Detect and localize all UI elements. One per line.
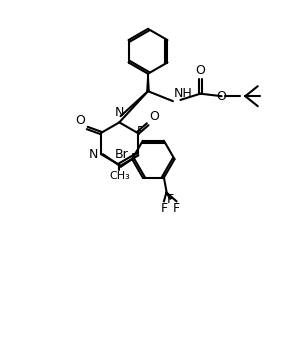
Text: O: O: [217, 90, 226, 103]
Polygon shape: [147, 74, 149, 91]
Text: O: O: [149, 110, 159, 123]
Text: Br: Br: [115, 148, 129, 161]
Text: F: F: [137, 125, 144, 138]
Text: N: N: [115, 106, 124, 119]
Text: F: F: [173, 202, 180, 215]
Text: NH: NH: [174, 87, 193, 100]
Text: O: O: [75, 114, 85, 127]
Text: O: O: [195, 64, 205, 77]
Text: CH₃: CH₃: [109, 171, 130, 181]
Text: F: F: [167, 193, 174, 206]
Text: F: F: [160, 202, 168, 215]
Text: N: N: [89, 148, 98, 161]
